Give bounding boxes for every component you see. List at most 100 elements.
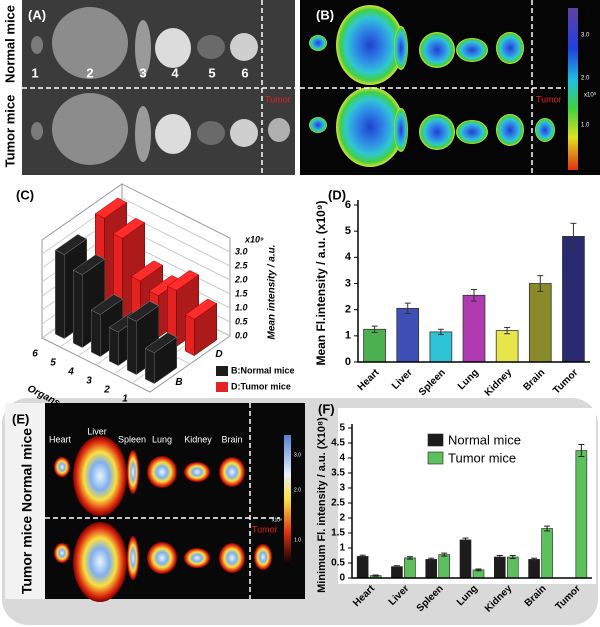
x-tick-label: 3 [86,375,92,386]
heat-organ [73,522,127,602]
y-tick-label: 5 [339,423,345,434]
bar [528,283,552,363]
bar [404,557,416,579]
y-tick-label: 1.5 [331,528,345,539]
bar [438,554,451,579]
x-tick-label: 5 [50,357,56,368]
legend-swatch [216,366,228,376]
bar-top [112,217,146,239]
row-label: Tumor mice [2,95,17,168]
bar [541,528,553,579]
organ-label: Brain [221,434,242,444]
bar-front [109,327,119,366]
heat-organ [336,5,404,85]
y-tick-label: 6 [345,199,351,211]
organ-number: 4 [171,65,179,80]
error-bar [359,554,366,559]
colorbar-tick: 1.0 [294,537,301,543]
bar [396,307,420,363]
y-tick-label: 0.5 [331,558,345,569]
bar-top [144,332,178,354]
error-bar [475,568,482,572]
organ-label: Kidney [184,434,212,444]
row-label: Normal mice [19,428,35,512]
heat-organ [184,548,210,568]
error-bar [404,302,411,315]
tumor [268,118,290,142]
z-tick-label: 0.5 [235,316,249,326]
panel-label: (E) [12,411,29,426]
colorbar-tick: 2.0 [294,487,301,493]
error-bar [509,555,516,559]
heat-tumor [254,544,272,570]
heat-organ [147,456,177,488]
depth-tick-label: B [175,377,182,388]
heat-organ [394,26,408,70]
y-tick-label: 4.5 [331,438,345,449]
bar [493,556,506,579]
legend-label: Normal mice [448,432,521,447]
bar [462,294,486,363]
tumor-label: Tumor [536,94,562,104]
heat-tumor [535,118,555,142]
error-bar [371,325,378,333]
organ [197,121,225,145]
y-tick-label: 1 [345,330,351,342]
error-bar [496,555,503,559]
bar-top [166,270,200,291]
bar-top [90,294,124,315]
organ-number: 6 [241,65,248,80]
heat-organ [73,436,127,516]
error-bar [428,557,435,562]
x-tick-label: Kidney [483,367,515,399]
bar-top [54,234,88,255]
x-tick-label: Spleen [417,367,448,398]
bar [429,331,453,363]
organ-number: 1 [31,65,38,80]
axis [351,424,592,579]
heat-organ [54,457,70,477]
bar-front [127,316,137,375]
organ [155,114,191,154]
legend-swatch [427,433,444,447]
photo-frame [5,403,45,599]
x-tick-label: Heart [356,367,382,393]
bar [528,559,540,579]
colorbar-tick: 2.0 [581,76,590,82]
organ [230,33,258,61]
error-bar [544,525,551,532]
z-tick-label: 2.0 [234,274,248,284]
bar-front [91,309,101,357]
legend-swatch [427,451,444,465]
error-bar [471,289,477,302]
error-bar [441,552,448,557]
bar-top [94,197,128,219]
colorbar-tick: 1.0 [581,123,590,129]
y-tick-label: 4 [345,251,352,263]
z-tick-label: 1.0 [235,302,248,312]
heat-organ [496,114,524,146]
x-tick-label: 2 [103,384,110,395]
organ [135,20,151,76]
axis [357,200,590,363]
error-bar [437,328,444,336]
x-tick-label: 6 [32,348,38,359]
organ [31,122,43,140]
z-tick-label: 2.5 [234,260,249,270]
bar [363,328,386,363]
panel-label: (C) [16,187,34,202]
heat-organ [336,87,404,167]
heat-organ [127,450,139,494]
colorbar [568,8,578,170]
x-tick-label: Brain [521,367,547,393]
y-tick-label: 5 [345,225,351,237]
x-tick-label: Lung [456,367,481,392]
y-tick-label: 3 [345,277,351,289]
heat-organ [147,542,177,574]
error-bar [406,556,413,560]
y-tick-label: 2 [339,513,345,524]
heat-organ [184,462,210,482]
error-bar [578,444,585,457]
